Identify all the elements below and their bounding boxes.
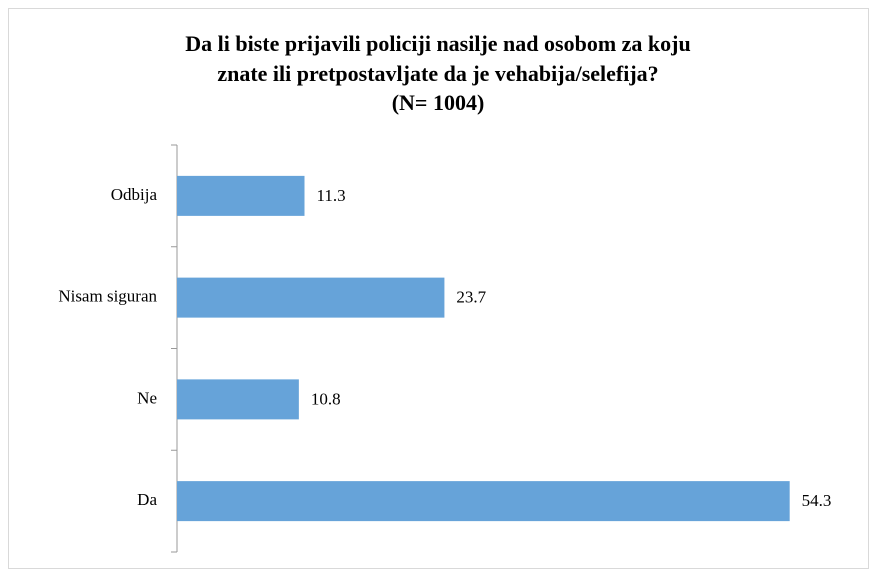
y-tick-label: Odbija bbox=[111, 185, 158, 204]
data-label: 11.3 bbox=[317, 186, 346, 205]
bar bbox=[177, 175, 305, 216]
bar bbox=[177, 481, 790, 522]
bar bbox=[177, 277, 445, 318]
data-label: 54.3 bbox=[802, 491, 832, 510]
y-tick-label: Ne bbox=[137, 388, 157, 407]
y-tick-label: Nisam siguran bbox=[58, 287, 157, 306]
data-label: 23.7 bbox=[456, 288, 486, 307]
chart-title: znate ili pretpostavljate da je vehabija… bbox=[217, 61, 658, 86]
chart-title: Da li biste prijavili policiji nasilje n… bbox=[185, 31, 690, 56]
y-tick-label: Da bbox=[137, 490, 157, 509]
bar bbox=[177, 379, 299, 420]
chart-title: (N= 1004) bbox=[392, 90, 485, 115]
data-label: 10.8 bbox=[311, 389, 341, 408]
